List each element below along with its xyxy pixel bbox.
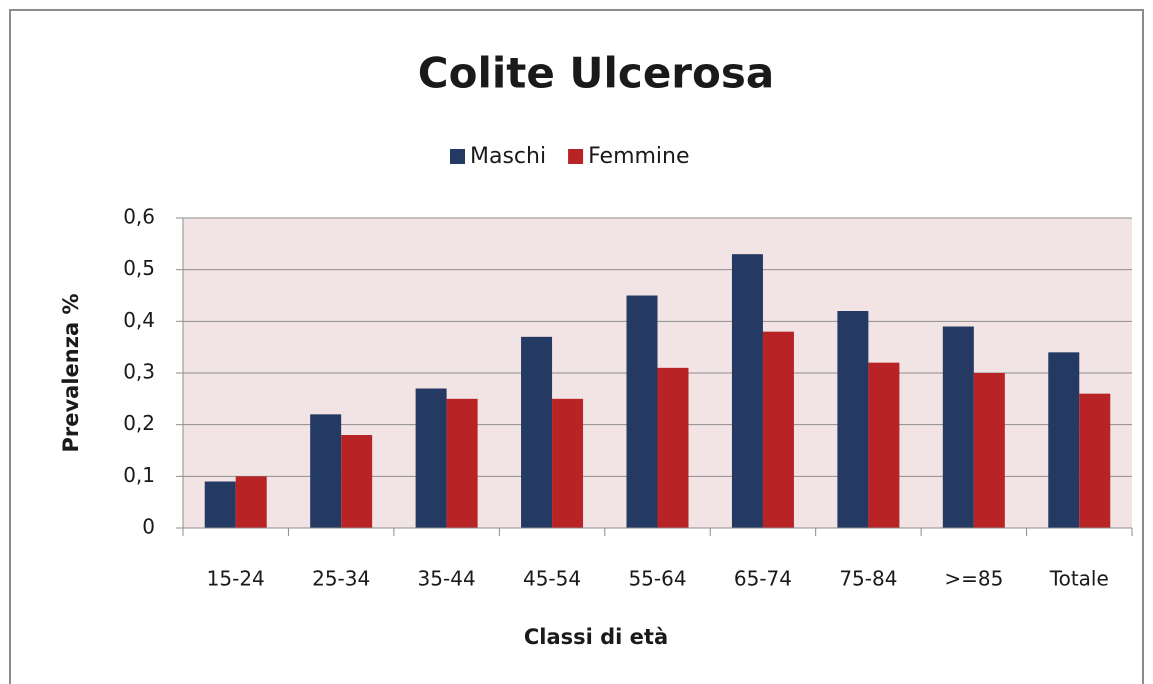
y-tick-label: 0 — [142, 515, 155, 539]
chart-frame — [9, 9, 1144, 684]
bar — [204, 481, 236, 528]
chart-title: Colite Ulcerosa — [418, 49, 774, 98]
x-axis-label: Classi di età — [524, 625, 668, 649]
bar — [1048, 352, 1080, 528]
bar — [762, 331, 794, 528]
bar — [341, 435, 373, 528]
legend-label: Femmine — [588, 144, 689, 169]
x-tick-label: 55-64 — [628, 567, 686, 591]
bar — [415, 388, 447, 528]
legend-label: Maschi — [470, 144, 546, 169]
bar — [868, 362, 900, 528]
y-tick-label: 0,6 — [123, 205, 155, 229]
y-axis-label: Prevalenza % — [59, 294, 83, 453]
x-tick-label: 45-54 — [523, 567, 581, 591]
x-tick-label: >=85 — [944, 567, 1003, 591]
bar — [1079, 393, 1111, 528]
y-tick-label: 0,5 — [123, 256, 155, 280]
legend-swatch — [568, 149, 584, 164]
bar — [657, 367, 689, 528]
y-tick-label: 0,3 — [123, 360, 155, 384]
y-tick-label: 0,2 — [123, 411, 155, 435]
x-tick-label: 15-24 — [207, 567, 265, 591]
x-tick-label: 65-74 — [734, 567, 792, 591]
bar — [626, 295, 658, 528]
bar — [973, 373, 1005, 528]
x-tick-label: 25-34 — [312, 567, 370, 591]
bar — [446, 398, 478, 528]
bar — [731, 254, 763, 528]
bar — [942, 326, 974, 528]
legend-swatch — [450, 149, 465, 164]
x-tick-label: Totale — [1049, 567, 1109, 591]
bar — [837, 311, 869, 528]
bar — [310, 414, 342, 528]
x-tick-label: 35-44 — [418, 567, 476, 591]
y-tick-label: 0,4 — [123, 308, 155, 332]
bar — [552, 398, 584, 528]
bar — [521, 336, 553, 528]
bar — [235, 476, 267, 528]
x-tick-label: 75-84 — [839, 567, 897, 591]
y-tick-label: 0,1 — [123, 463, 155, 487]
